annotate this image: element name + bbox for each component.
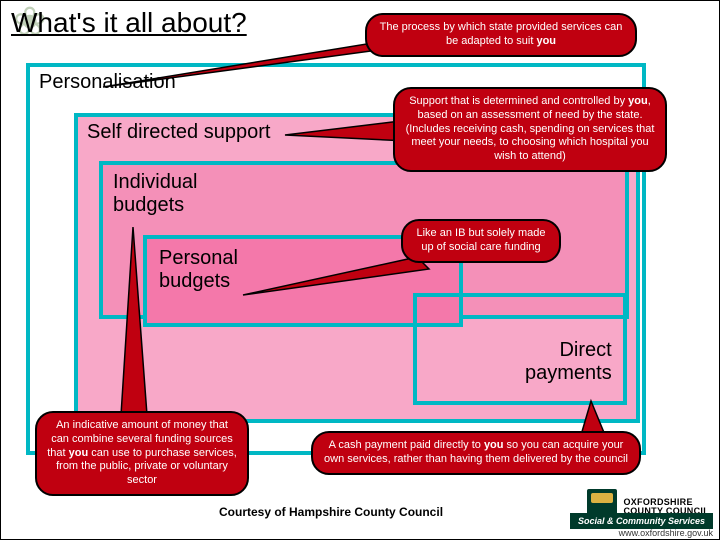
footer-url: www.oxfordshire.gov.uk [619,528,713,538]
footer-badge: Social & Community Services [570,513,713,529]
label-direct-payments: Direct payments [525,339,612,385]
label-self-directed: Self directed support [87,121,270,144]
slide: ❀ What's it all about? Personalisation S… [0,0,720,540]
callout-individual-budgets: An indicative amount of money that can c… [35,411,249,496]
label-individual-budgets: Individual budgets [113,171,198,217]
callout-self-directed: Support that is determined and controlle… [393,87,667,172]
callout-personal-budgets: Like an IB but solely made up of social … [401,219,561,263]
callout-personalisation: The process by which state provided serv… [365,13,637,57]
label-personal-budgets: Personal budgets [159,247,238,293]
page-title: What's it all about? [11,7,247,39]
label-personalisation: Personalisation [39,71,176,94]
attribution: Courtesy of Hampshire County Council [219,505,443,519]
callout-direct-payments: A cash payment paid directly to you so y… [311,431,641,475]
